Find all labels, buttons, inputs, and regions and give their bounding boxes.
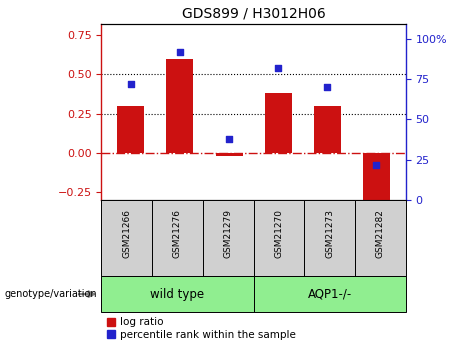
Text: GSM21282: GSM21282 <box>376 209 385 258</box>
Point <box>225 136 233 141</box>
Bar <box>166 59 194 153</box>
Text: GSM21279: GSM21279 <box>224 209 233 258</box>
Legend: log ratio, percentile rank within the sample: log ratio, percentile rank within the sa… <box>106 317 296 339</box>
Text: GSM21266: GSM21266 <box>122 209 131 258</box>
Bar <box>118 106 144 153</box>
Title: GDS899 / H3012H06: GDS899 / H3012H06 <box>182 6 325 20</box>
Bar <box>265 93 292 153</box>
Bar <box>363 153 390 200</box>
Text: AQP1-/-: AQP1-/- <box>307 288 352 300</box>
Bar <box>313 106 341 153</box>
Text: GSM21276: GSM21276 <box>173 209 182 258</box>
Point <box>274 65 282 70</box>
Point <box>127 81 135 87</box>
Text: genotype/variation: genotype/variation <box>5 289 97 299</box>
Text: GSM21273: GSM21273 <box>325 209 334 258</box>
Point <box>372 162 380 167</box>
Text: wild type: wild type <box>150 288 205 300</box>
Point <box>324 84 331 90</box>
Point <box>176 49 183 55</box>
Text: GSM21270: GSM21270 <box>274 209 284 258</box>
Bar <box>216 153 242 156</box>
